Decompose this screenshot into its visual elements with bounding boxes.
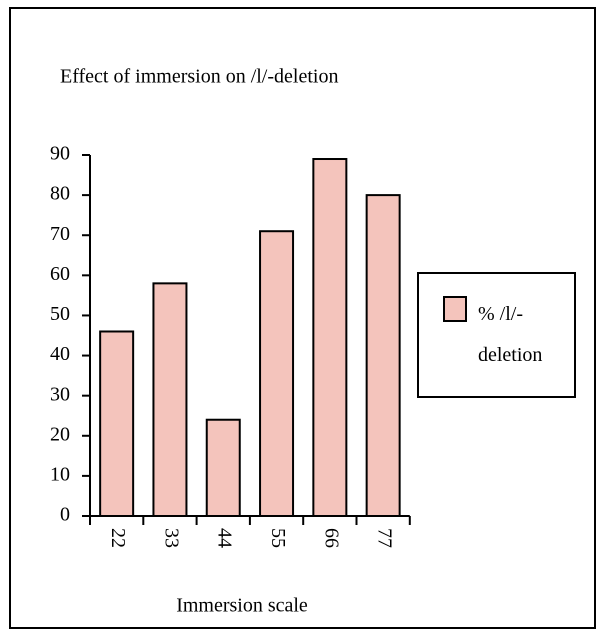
y-tick-label: 20 [50, 423, 70, 445]
x-axis-label: Immersion scale [176, 595, 308, 617]
legend-swatch [443, 296, 467, 322]
y-tick-label: 80 [50, 183, 70, 205]
y-tick-label: 10 [50, 463, 70, 485]
y-tick-label: 50 [50, 303, 70, 325]
chart-title: Effect of immersion on /l/-deletion [60, 66, 338, 88]
bar [99, 330, 135, 517]
x-tick-label: 44 [214, 528, 236, 548]
y-tick-label: 30 [50, 383, 70, 405]
y-tick-label: 0 [60, 504, 70, 526]
x-tick-label: 77 [374, 528, 396, 548]
y-tick-label: 60 [50, 263, 70, 285]
y-tick-label: 90 [50, 143, 70, 165]
bar [205, 418, 241, 518]
y-tick-label: 70 [50, 223, 70, 245]
bar [259, 230, 295, 517]
legend-box [417, 272, 576, 398]
bar [365, 194, 401, 517]
x-tick-label: 22 [107, 528, 129, 548]
y-tick-label: 40 [50, 343, 70, 365]
x-tick-label: 33 [160, 528, 182, 548]
x-tick-label: 66 [320, 528, 342, 548]
frame [9, 7, 596, 629]
x-tick-label: 55 [267, 528, 289, 548]
legend-label: % /l/-deletion [478, 303, 543, 366]
bar [312, 158, 348, 517]
bar [152, 282, 188, 517]
